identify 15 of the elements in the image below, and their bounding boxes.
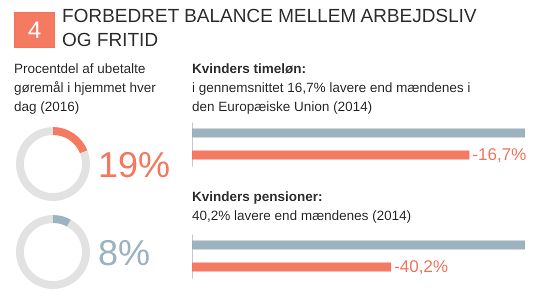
annotation: -16,7% [472,145,526,164]
annotation: -40,2% [394,257,448,276]
text: FORBEDRET BALANCE MELLEM ARBEJDSLIV OG FRITID [62,6,477,51]
chart-title: Kvinders timeløn: [192,61,306,76]
chart-subtitle: i gennemsnittet 16,7% lavere end mændenes i den Europæiske Union (2014) [192,80,470,114]
donut-slice [53,127,88,154]
chart-title: Procentdel af ubetalte gøremål i hjemmet hver dag (2016) [14,61,156,114]
donut-slice [16,215,90,289]
text: 8% [98,232,150,273]
donut-slice [53,215,71,227]
chart-title: Kvinders pensioner: [192,189,323,204]
data-label: 19% [98,144,170,185]
chart-subtitle: 40,2% lavere end mændenes (2014) [192,208,412,223]
donut-slice [16,127,90,201]
text: 4 [28,17,42,44]
